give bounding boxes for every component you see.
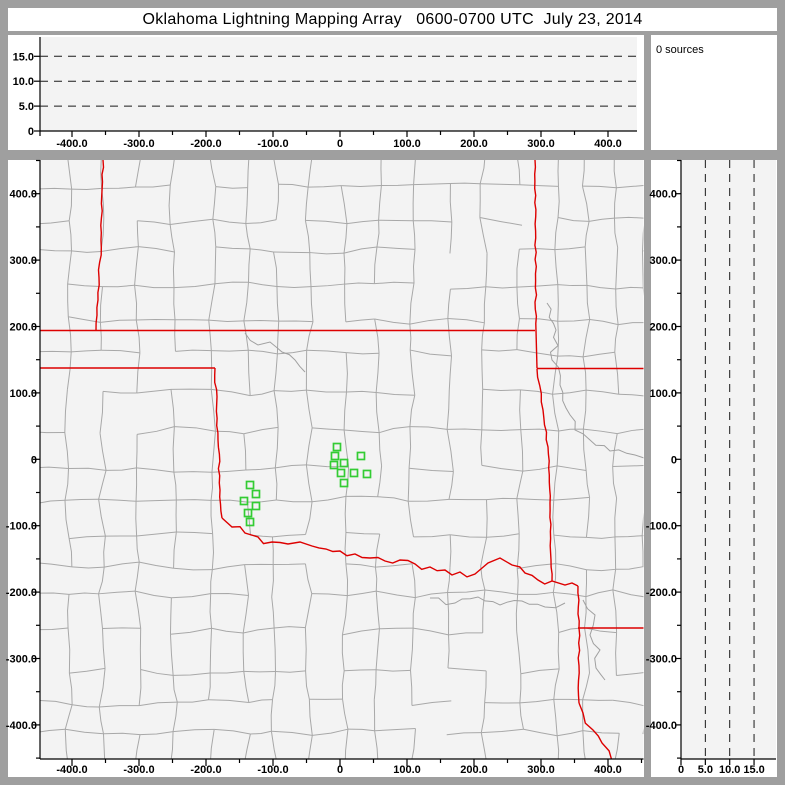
ok-ar-line bbox=[536, 368, 553, 582]
alt-ew-plot-area[interactable] bbox=[40, 37, 637, 131]
axis-tick-label: -200.0 bbox=[6, 587, 37, 599]
co-ks-line bbox=[95, 160, 105, 331]
lma-station-marker bbox=[330, 451, 340, 461]
lma-stations-layer bbox=[239, 442, 372, 527]
axis-tick-label: -100.0 bbox=[646, 521, 677, 533]
tx-ar-line bbox=[577, 585, 581, 704]
axis-tick-label: 0 bbox=[671, 454, 677, 466]
tx-la-line bbox=[578, 702, 613, 759]
axis-tick-label: -100.0 bbox=[257, 138, 288, 150]
lma-station-marker bbox=[329, 460, 339, 470]
red-river-ok-tx bbox=[221, 517, 579, 587]
lma-station-marker bbox=[336, 468, 346, 478]
axis-tick-label: -300.0 bbox=[6, 654, 37, 666]
lma-station-marker bbox=[362, 469, 372, 479]
lma-station-marker bbox=[349, 468, 359, 478]
axis-tick-label: 0 bbox=[337, 764, 343, 776]
axis-tick-label: 0 bbox=[28, 126, 34, 138]
axis-tick-label: 5.0 bbox=[698, 764, 713, 776]
axis-tick-label: 10.0 bbox=[719, 764, 740, 776]
lma-station-marker bbox=[339, 478, 349, 488]
alt-ns-gridlines bbox=[704, 160, 755, 759]
river-north-central bbox=[244, 332, 306, 373]
mo-ar-west bbox=[535, 330, 538, 369]
lma-station-marker bbox=[251, 501, 261, 511]
axis-tick-label: 400.0 bbox=[594, 764, 622, 776]
axis-tick-label: 100.0 bbox=[393, 138, 421, 150]
axis-tick-label: -400.0 bbox=[56, 138, 87, 150]
axis-tick-label: 200.0 bbox=[460, 138, 488, 150]
sources-count-panel: 0 sources bbox=[651, 35, 777, 150]
axis-tick-label: 400.0 bbox=[9, 189, 37, 201]
county-lines-layer bbox=[40, 160, 644, 759]
axis-tick-label: -100.0 bbox=[6, 521, 37, 533]
axis-tick-label: -300.0 bbox=[646, 654, 677, 666]
window-title: Oklahoma Lightning Mapping Array 0600-07… bbox=[142, 10, 643, 28]
axis-tick-label: -200.0 bbox=[190, 138, 221, 150]
lma-station-marker bbox=[339, 458, 349, 468]
axis-tick-label: -100.0 bbox=[257, 764, 288, 776]
river-south bbox=[430, 596, 566, 609]
ok-tx-100w bbox=[213, 367, 223, 519]
axis-tick-label: 0 bbox=[678, 764, 684, 776]
title-bar: Oklahoma Lightning Mapping Array 0600-07… bbox=[8, 8, 777, 31]
axis-tick-label: 400.0 bbox=[649, 189, 677, 201]
sources-count-label: 0 sources bbox=[656, 44, 704, 56]
axis-tick-label: 200.0 bbox=[9, 322, 37, 334]
river-east bbox=[546, 302, 644, 459]
ks-mo-line bbox=[533, 160, 538, 331]
alt-ew-gridlines bbox=[40, 55, 637, 107]
alt-ns-plot-area[interactable] bbox=[681, 160, 776, 759]
axis-tick-label: -200.0 bbox=[646, 587, 677, 599]
axis-tick-label: -300.0 bbox=[123, 764, 154, 776]
lma-station-marker bbox=[245, 480, 255, 490]
axis-tick-label: 400.0 bbox=[594, 138, 622, 150]
axis-tick-label: 300.0 bbox=[527, 764, 555, 776]
lma-station-marker bbox=[239, 496, 249, 506]
axis-tick-label: 5.0 bbox=[19, 101, 34, 113]
axis-tick-label: -400.0 bbox=[646, 720, 677, 732]
state-borders-layer bbox=[40, 160, 644, 759]
axis-tick-label: 100.0 bbox=[9, 388, 37, 400]
lma-station-marker bbox=[245, 517, 255, 527]
axis-tick-label: 0 bbox=[337, 138, 343, 150]
axis-tick-label: 100.0 bbox=[393, 764, 421, 776]
axis-tick-label: 10.0 bbox=[13, 76, 34, 88]
lma-station-marker bbox=[356, 451, 366, 461]
axis-tick-label: -200.0 bbox=[190, 764, 221, 776]
axis-tick-label: 300.0 bbox=[527, 138, 555, 150]
axis-tick-label: -400.0 bbox=[6, 720, 37, 732]
lma-station-marker bbox=[332, 442, 342, 452]
axis-tick-label: 200.0 bbox=[649, 322, 677, 334]
lma-station-marker bbox=[243, 508, 253, 518]
axis-tick-label: -400.0 bbox=[56, 764, 87, 776]
axis-tick-label: 300.0 bbox=[649, 255, 677, 267]
axis-tick-label: 0 bbox=[31, 454, 37, 466]
axis-tick-label: 100.0 bbox=[649, 388, 677, 400]
axis-tick-label: -300.0 bbox=[123, 138, 154, 150]
axis-tick-label: 200.0 bbox=[460, 764, 488, 776]
axis-tick-label: 300.0 bbox=[9, 255, 37, 267]
axis-tick-label: 15.0 bbox=[743, 764, 764, 776]
lma-station-marker bbox=[251, 489, 261, 499]
river-southeast bbox=[582, 599, 606, 681]
axis-tick-label: 15.0 bbox=[13, 51, 34, 63]
rivers-layer bbox=[244, 302, 644, 681]
axes-layer bbox=[33, 37, 776, 766]
